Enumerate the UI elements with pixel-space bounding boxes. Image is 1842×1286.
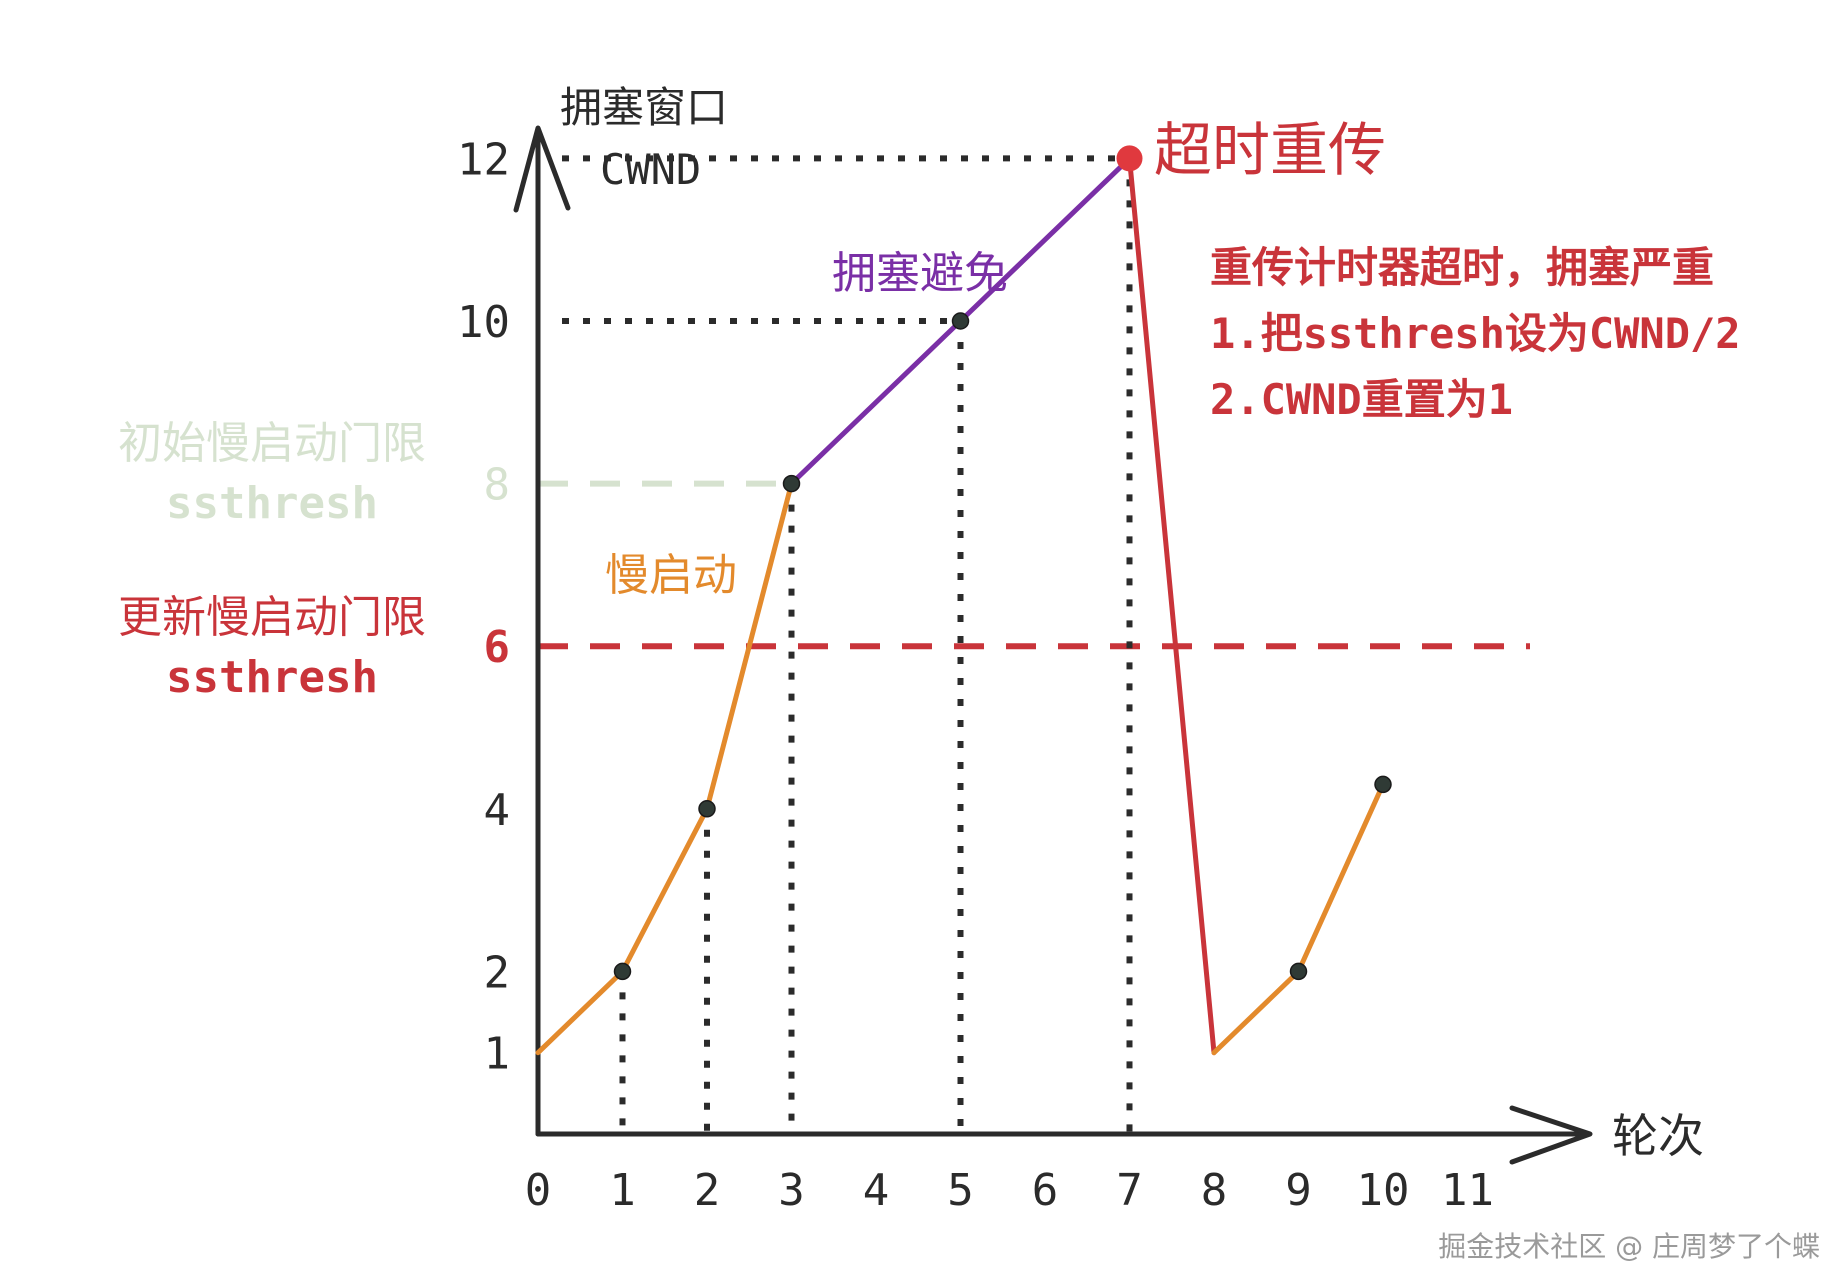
- data-point: [613, 962, 632, 981]
- initial-ssthresh-name: ssthresh: [166, 478, 378, 529]
- x-tick-label: 9: [1285, 1165, 1312, 1216]
- timeout-title: 超时重传: [1154, 116, 1386, 184]
- timeout-note-1: 重传计时器超时，拥塞严重: [1210, 243, 1714, 292]
- data-point: [951, 312, 970, 330]
- y-axis-arrow: [513, 125, 571, 213]
- y-axis-title-abbr: CWND: [600, 145, 701, 194]
- x-axis-title: 轮次: [1612, 1109, 1704, 1163]
- timeout-point: [1116, 145, 1143, 172]
- x-tick-label: 1: [609, 1165, 636, 1216]
- y-tick-label: 8: [484, 460, 511, 511]
- x-tick-label: 5: [947, 1165, 974, 1216]
- axes: [513, 125, 1593, 1165]
- chart-labels: 拥塞窗口 CWND 轮次 初始慢启动门限 ssthresh 更新慢启动门限 ssthresh…: [118, 83, 1820, 1263]
- y-tick-label: 6: [484, 622, 511, 673]
- x-tick-label: 2: [694, 1165, 721, 1216]
- data-point: [1289, 962, 1308, 981]
- threshold-lines: [538, 480, 1530, 650]
- x-tick-label: 10: [1357, 1165, 1410, 1216]
- x-tick-label: 0: [525, 1165, 552, 1216]
- x-tick-label: 7: [1116, 1165, 1143, 1216]
- series-line-2: [1127, 155, 1217, 1056]
- updated-ssthresh-name: ssthresh: [166, 652, 378, 703]
- x-tick-label: 3: [778, 1165, 805, 1216]
- x-tick-label: 8: [1201, 1165, 1228, 1216]
- congestion-avoidance-label: 拥塞避免: [832, 248, 1008, 299]
- y-tick-label: 12: [457, 134, 510, 185]
- watermark: 掘金技术社区 @ 庄周梦了个蝶: [1438, 1230, 1820, 1263]
- y-tick-label: 2: [484, 947, 511, 998]
- timeout-note-3: 2.CWND重置为1: [1210, 375, 1513, 424]
- data-point: [698, 800, 716, 818]
- series-line-3: [1211, 781, 1386, 1056]
- updated-ssthresh-label: 更新慢启动门限: [118, 592, 426, 643]
- y-axis-title: 拥塞窗口: [560, 83, 728, 132]
- x-tick-label: 6: [1032, 1165, 1059, 1216]
- data-point: [782, 474, 801, 493]
- series-line-0: [535, 481, 794, 1056]
- y-tick-label: 1: [484, 1029, 511, 1080]
- data-point: [1374, 775, 1392, 794]
- y-tick-label: 4: [484, 785, 511, 836]
- slow-start-label: 慢启动: [605, 550, 737, 601]
- y-tick-label: 10: [457, 297, 510, 348]
- guide-lines: [562, 155, 1133, 1134]
- data-markers: [613, 145, 1392, 981]
- timeout-note-2: 1.把ssthresh设为CWND/2: [1210, 309, 1741, 358]
- initial-ssthresh-label: 初始慢启动门限: [118, 418, 426, 469]
- x-axis-arrow: [1509, 1105, 1593, 1165]
- x-tick-label: 4: [863, 1165, 890, 1216]
- x-tick-label: 11: [1441, 1165, 1494, 1216]
